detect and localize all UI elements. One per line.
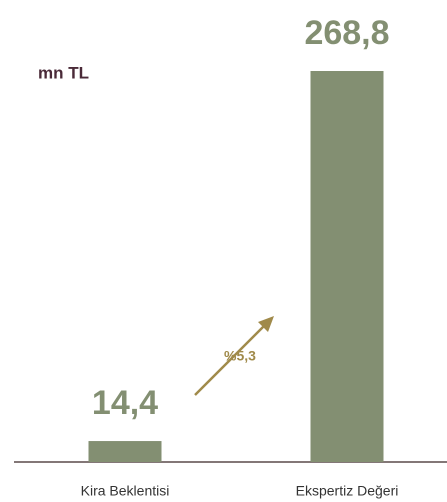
x-tick-label: Kira Beklentisi <box>81 483 170 499</box>
x-tick-label: Ekspertiz Değeri <box>296 483 399 499</box>
value-label: 268,8 <box>304 14 389 52</box>
value-label: 14,4 <box>92 384 158 422</box>
arrow-head <box>258 316 274 332</box>
arrow <box>194 323 267 396</box>
bar <box>310 71 384 462</box>
annotation: %5,3 <box>224 348 256 364</box>
chart-title: mn TL <box>38 63 89 82</box>
bar <box>88 441 162 462</box>
